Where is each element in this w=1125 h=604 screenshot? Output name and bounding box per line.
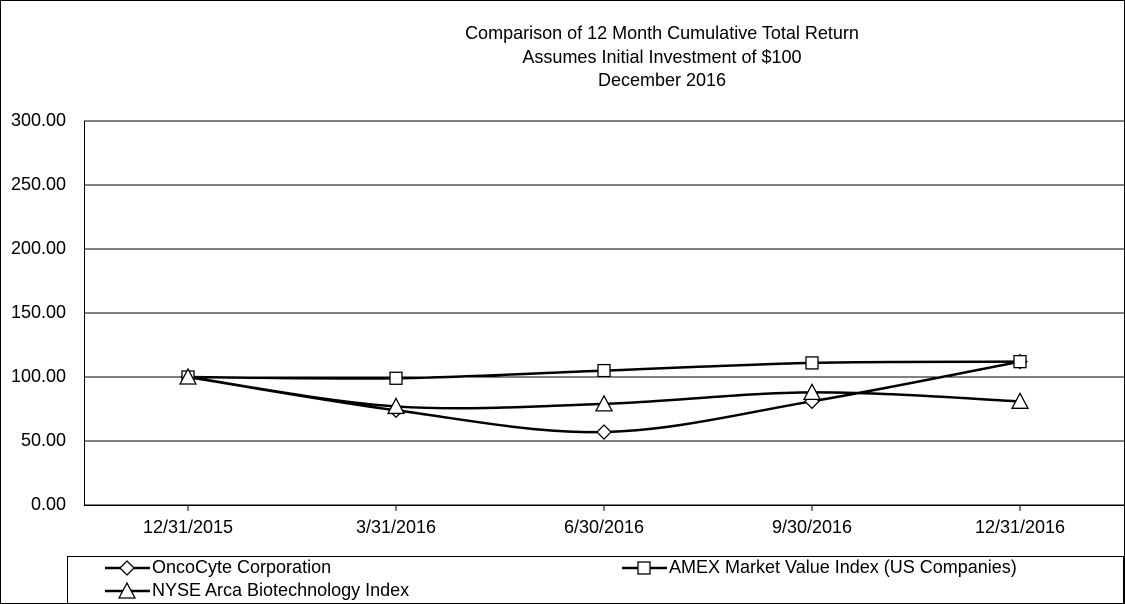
x-tick-label: 12/31/2016 — [975, 517, 1065, 537]
y-tick-label: 50.00 — [21, 430, 66, 450]
y-tick-label: 150.00 — [11, 302, 66, 322]
marker — [386, 397, 406, 415]
marker — [805, 356, 819, 370]
y-tick-label: 200.00 — [11, 238, 66, 258]
marker — [119, 560, 135, 576]
x-tick-label: 12/31/2015 — [143, 517, 233, 537]
marker — [597, 363, 611, 378]
y-tick-label: 300.00 — [11, 110, 66, 130]
legend-label: AMEX Market Value Index (US Companies) — [669, 557, 1017, 577]
x-tick-label: 9/30/2016 — [772, 517, 852, 537]
marker — [596, 424, 612, 440]
marker — [1010, 391, 1030, 409]
legend-label: NYSE Arca Biotechnology Index — [152, 580, 409, 600]
y-tick-label: 250.00 — [11, 174, 66, 194]
y-tick-label: 0.00 — [31, 494, 66, 514]
marker — [802, 382, 822, 401]
y-tick-label: 100.00 — [11, 366, 66, 386]
marker — [1013, 354, 1027, 369]
legend-box — [67, 556, 1124, 604]
marker — [594, 394, 614, 412]
x-tick-label: 3/31/2016 — [356, 517, 436, 537]
chart-title: Comparison of 12 Month Cumulative Total … — [465, 23, 859, 43]
x-tick-label: 6/30/2016 — [564, 517, 644, 537]
chart-subtitle: Assumes Initial Investment of $100 — [522, 47, 801, 67]
legend-label: OncoCyte Corporation — [152, 557, 331, 577]
marker — [178, 367, 198, 385]
marker — [389, 371, 403, 385]
marker — [637, 561, 651, 575]
marker — [117, 581, 137, 599]
chart-subtitle: December 2016 — [598, 70, 726, 90]
